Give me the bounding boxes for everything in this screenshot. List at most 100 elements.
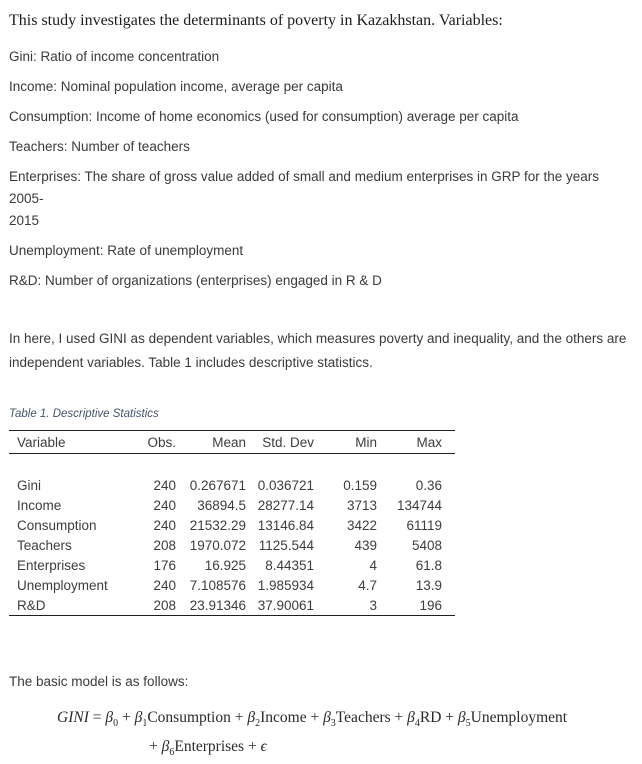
table-header: Variable Obs. Mean Std. Dev Min Max	[9, 430, 455, 454]
formula-segment: 1	[142, 718, 148, 730]
formula-segment: Enterprises	[174, 738, 248, 756]
formula-line-1: GINI = β0 + β1Consumption + β2Income + β…	[57, 706, 632, 735]
formula-segment: 2	[255, 718, 261, 730]
table-cell: 1.985934	[257, 578, 314, 593]
table-cell: 0.36	[415, 478, 442, 493]
table-cell: 1970.072	[189, 538, 246, 553]
formula-segment: β	[161, 738, 170, 756]
formula-segment: β	[407, 709, 415, 726]
body-paragraph: In here, I used GINI as dependent variab…	[9, 331, 627, 370]
table-cell: 23.91346	[189, 597, 246, 613]
table-cell: 240	[153, 518, 176, 533]
spacer-cell	[9, 454, 455, 476]
formula-segment: +	[149, 738, 162, 756]
table-body: Gini 240 0.267671 0.036721 0.159 0.36 Income 24…	[9, 454, 455, 616]
formula-segment: ϵ	[260, 738, 267, 756]
table-cell: 61119	[406, 518, 442, 533]
table-cell: 4	[369, 558, 377, 573]
table-cell: 3422	[346, 518, 377, 533]
table-cell: 3	[369, 597, 377, 613]
regression-formula: GINI = β0 + β1Consumption + β2Income + β…	[9, 706, 632, 764]
formula-segment: RD +	[419, 709, 458, 726]
table-cell: 0.036721	[257, 478, 314, 493]
model-intro: The basic model is as follows:	[9, 674, 189, 689]
table-caption: Table 1. Descriptive Statistics	[9, 408, 159, 420]
table-cell: 8.44351	[265, 558, 314, 573]
formula-segment: 0	[113, 718, 119, 730]
column-header: Min	[355, 434, 377, 450]
table-cell: Income	[17, 498, 62, 513]
table-cell: 7.108576	[189, 578, 246, 593]
table-cell: 13146.84	[257, 518, 314, 533]
table-row: Teachers 208 1970.072 1125.544 439 5408	[9, 536, 455, 556]
formula-segment: GINI	[57, 709, 89, 726]
table-cell: 37.90061	[257, 597, 314, 613]
formula-segment: +	[118, 709, 135, 726]
table-cell: 240	[153, 498, 176, 513]
definition-teachers: Teachers: Number of teachers	[9, 139, 190, 154]
formula-segment: Unemployment	[470, 709, 568, 726]
formula-segment: 4	[414, 718, 420, 730]
table-row: R&D 208 23.91346 37.90061 3 196	[9, 596, 455, 616]
table-row: Income 240 36894.5 28277.14 3713 134744	[9, 496, 455, 516]
table-cell: 4.7	[358, 578, 377, 593]
spacer-row	[9, 454, 455, 476]
formula-segment: β	[457, 709, 466, 726]
formula-segment: 5	[465, 718, 471, 730]
table-cell: 208	[153, 597, 176, 613]
column-header: Std. Dev	[262, 434, 314, 450]
table-cell: 3713	[346, 498, 377, 513]
column-header: Max	[416, 434, 442, 450]
table-cell: 16.925	[204, 558, 246, 573]
column-header: Variable	[17, 434, 66, 450]
table-cell: Unemployment	[17, 578, 108, 593]
table-cell: 21532.29	[189, 518, 246, 533]
definition-income: Income: Nominal population income, avera…	[9, 79, 343, 94]
definition-rd: R&D: Number of organizations (enterprise…	[9, 273, 382, 288]
column-header: Mean	[212, 434, 246, 450]
formula-segment: β	[323, 709, 331, 726]
column-header: Obs.	[147, 434, 176, 450]
table-cell: 134744	[396, 498, 442, 513]
table-cell: 196	[419, 597, 442, 613]
table-row: Gini 240 0.267671 0.036721 0.159 0.36	[9, 476, 455, 496]
table-row: Consumption 240 21532.29 13146.84 3422 61119	[9, 516, 455, 536]
table-row: Enterprises 176 16.925 8.44351 4 61.8	[9, 556, 455, 576]
table-cell: Consumption	[17, 518, 97, 533]
table-cell: 208	[153, 538, 176, 553]
formula-segment: β	[105, 709, 114, 726]
table-header-row: Variable Obs. Mean Std. Dev Min Max	[9, 430, 455, 454]
table-cell: R&D	[17, 597, 46, 613]
formula-segment: +	[247, 738, 261, 756]
descriptive-statistics-table: Variable Obs. Mean Std. Dev Min Max Gini 240 0.…	[9, 430, 455, 616]
formula-segment: β	[247, 709, 256, 726]
formula-segment: 3	[330, 718, 336, 730]
definition-unemployment: Unemployment: Rate of unemployment	[9, 243, 244, 258]
table-cell: 28277.14	[257, 498, 314, 513]
table-cell: 5408	[411, 538, 442, 553]
formula-segment: β	[134, 709, 143, 726]
table-cell: Enterprises	[17, 558, 86, 573]
table-cell: 0.267671	[189, 478, 246, 493]
table-cell: Gini	[17, 478, 42, 493]
table-cell: 240	[153, 478, 176, 493]
table-cell: 61.8	[415, 558, 442, 573]
formula-line-2: + β6Enterprises + ϵ	[149, 735, 632, 764]
formula-segment: Income +	[260, 709, 324, 726]
formula-segment: =	[88, 709, 106, 726]
definition-consumption: Consumption: Income of home economics (u…	[9, 109, 519, 124]
formula-segment: Teachers +	[335, 709, 408, 726]
formula-segment: Consumption +	[147, 709, 248, 726]
variable-definitions: Gini: Ratio of income concentration Inco…	[9, 46, 632, 292]
table-cell: 0.159	[343, 478, 377, 493]
table-cell: 240	[153, 578, 176, 593]
table-cell: 1125.544	[258, 538, 314, 553]
table-cell: 439	[354, 538, 377, 553]
table-row: Unemployment 240 7.108576 1.985934 4.7 13.9	[9, 576, 455, 596]
intro-paragraph: This study investigates the determinants…	[9, 12, 503, 29]
table-cell: Teachers	[17, 538, 72, 553]
table-cell: 176	[153, 558, 176, 573]
definition-gini: Gini: Ratio of income concentration	[9, 49, 220, 64]
definition-enterprises: Enterprises: The share of gross value ad…	[9, 169, 600, 228]
